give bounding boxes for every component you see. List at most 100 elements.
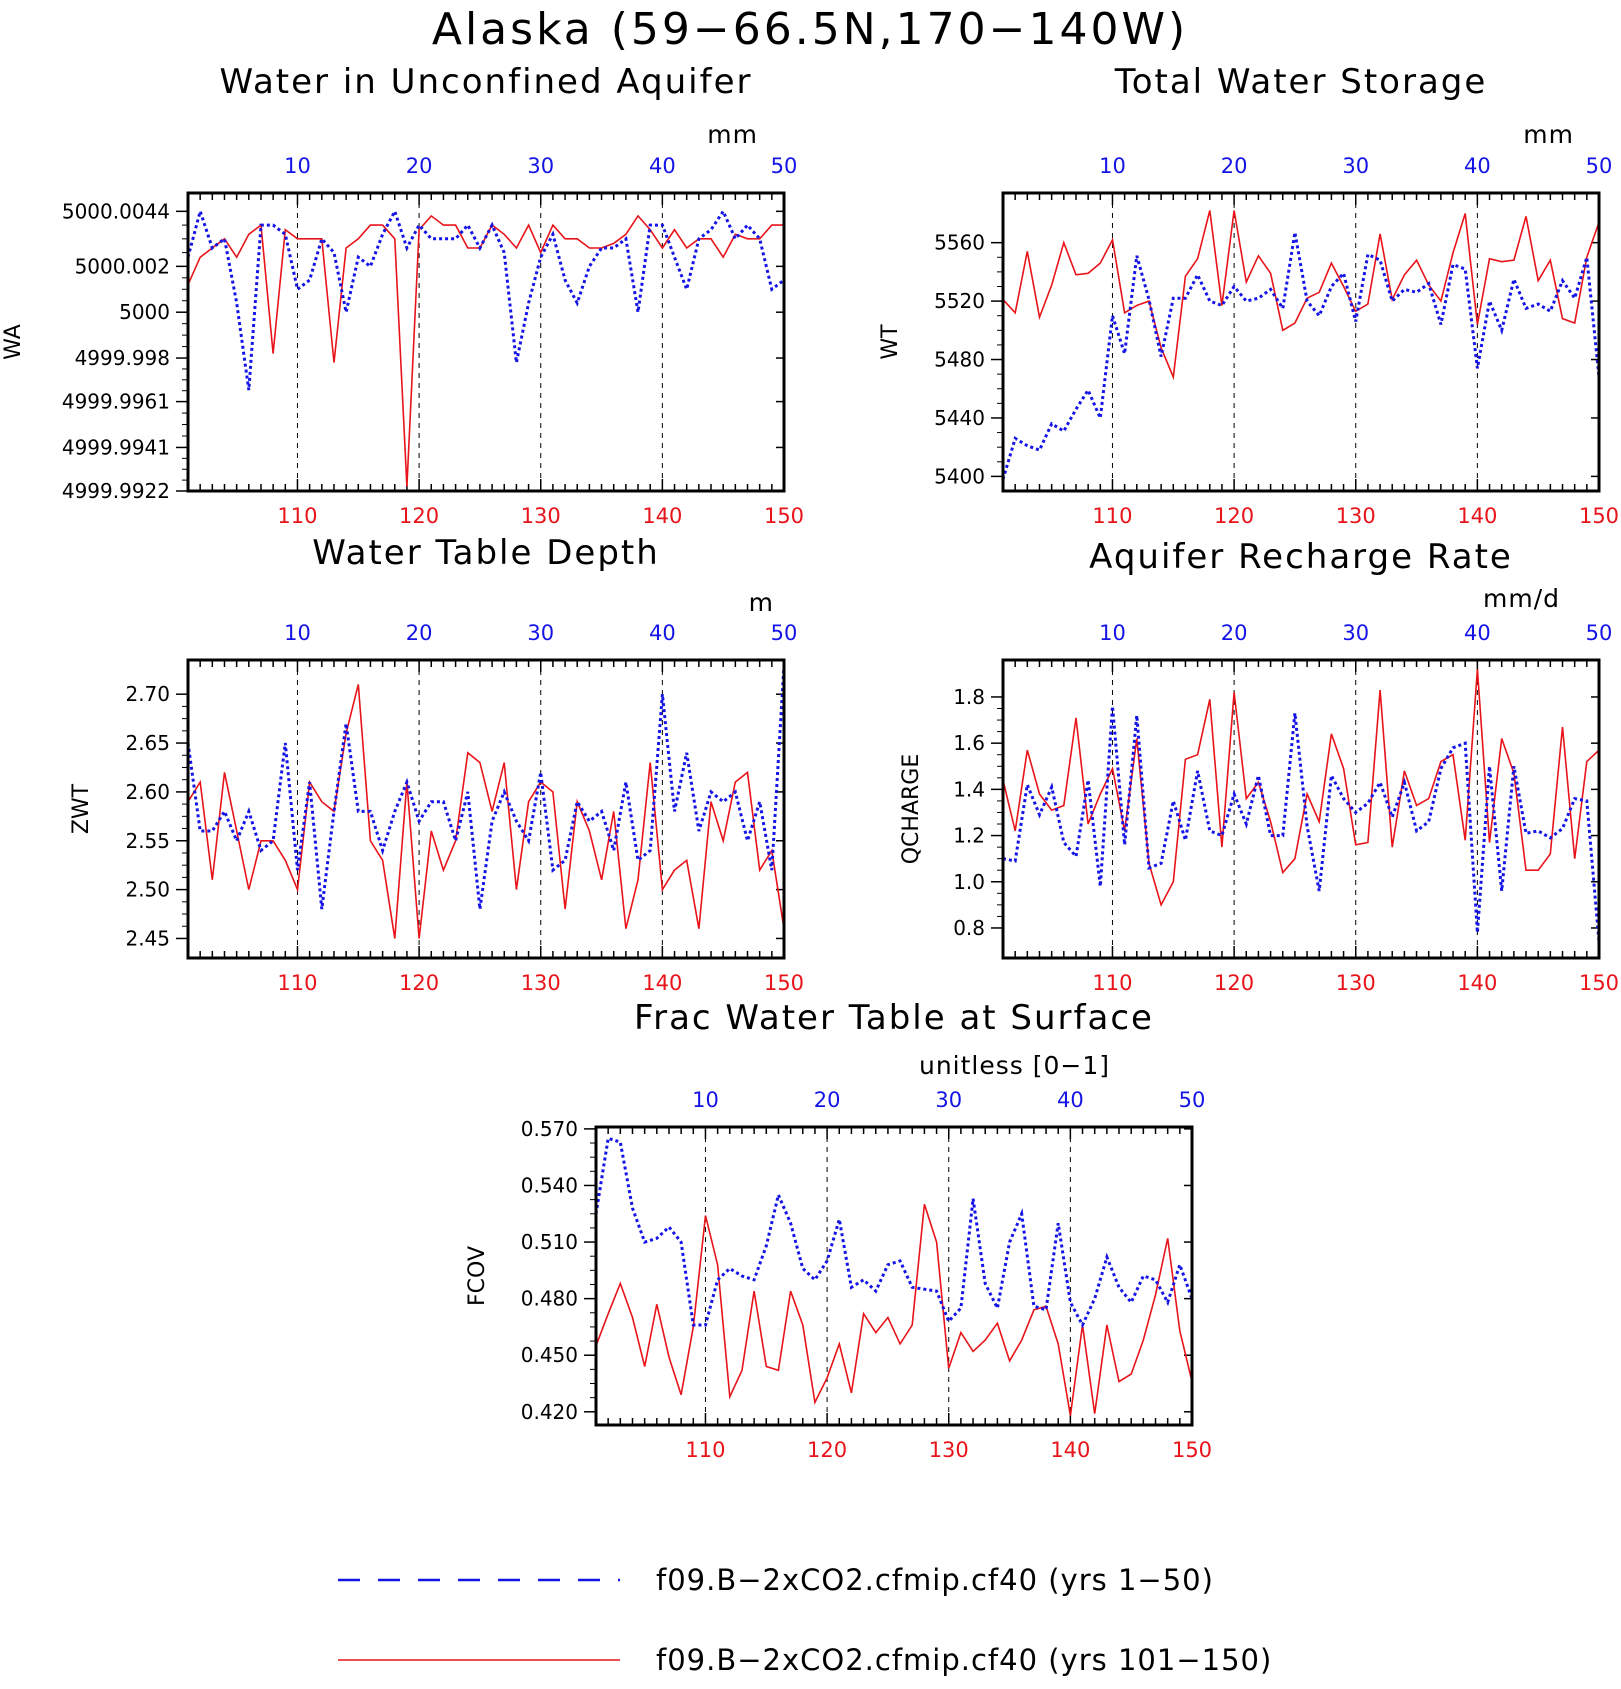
top-tick-label: 20 [1221, 621, 1248, 645]
y-tick-label: 4999.9941 [62, 435, 170, 459]
y-tick-label: 1.8 [953, 685, 985, 709]
top-tick-label: 20 [814, 1088, 841, 1112]
bottom-tick-label: 130 [929, 1438, 969, 1462]
bottom-tick-label: 150 [764, 971, 804, 995]
bottom-tick-label: 140 [642, 971, 682, 995]
panel-title: Water in Unconfined Aquifer [220, 62, 753, 102]
top-tick-label: 20 [1221, 154, 1248, 178]
bottom-tick-label: 110 [277, 504, 317, 528]
series-line-yrs-1-50 [188, 664, 784, 910]
panel-2: Total Water Storage mm WT 110 120 130 140 150 10… [878, 62, 1619, 528]
top-tick-label: 50 [1586, 621, 1613, 645]
bottom-tick-label: 130 [521, 504, 561, 528]
y-tick-label: 2.60 [125, 780, 170, 804]
legend-entry-1: f09.B−2xCO2.cfmip.cf40 (yrs 1−50) [338, 1563, 1214, 1597]
series-line-yrs-1-50 [1003, 706, 1599, 942]
top-tick-label: 10 [692, 1088, 719, 1112]
y-tick-label: 1.2 [953, 824, 985, 848]
y-axis-label: WT [878, 324, 903, 360]
series-line-yrs-101-150 [1003, 669, 1599, 908]
bottom-tick-label: 110 [277, 971, 317, 995]
top-tick-label: 30 [1342, 621, 1369, 645]
legend-label: f09.B−2xCO2.cfmip.cf40 (yrs 101−150) [656, 1643, 1272, 1677]
bottom-tick-label: 140 [1457, 971, 1497, 995]
top-tick-label: 30 [935, 1088, 962, 1112]
top-tick-label: 10 [284, 154, 311, 178]
bottom-tick-label: 110 [1092, 971, 1132, 995]
top-tick-label: 10 [1099, 621, 1126, 645]
top-tick-label: 40 [1464, 621, 1491, 645]
y-tick-label: 2.55 [125, 829, 170, 853]
y-tick-label: 2.45 [125, 926, 170, 950]
bottom-tick-label: 120 [807, 1438, 847, 1462]
top-tick-label: 10 [284, 621, 311, 645]
y-tick-label: 1.0 [953, 870, 985, 894]
plot-frame [1001, 191, 1601, 493]
y-tick-label: 0.480 [521, 1287, 578, 1311]
series-line-yrs-101-150 [596, 1204, 1192, 1416]
panel-title: Frac Water Table at Surface [634, 998, 1154, 1038]
y-tick-label: 0.450 [521, 1343, 578, 1367]
top-tick-label: 20 [406, 621, 433, 645]
panel-4: Aquifer Recharge Rate mm/d QCHARGE 110 120 13… [899, 537, 1619, 995]
y-tick-label: 5440 [934, 406, 985, 430]
bottom-tick-label: 140 [1050, 1438, 1090, 1462]
top-tick-label: 40 [649, 621, 676, 645]
y-axis-label: FCOV [465, 1246, 490, 1306]
units-label: unitless [0−1] [919, 1051, 1110, 1080]
bottom-tick-label: 110 [1092, 504, 1132, 528]
top-tick-label: 30 [527, 621, 554, 645]
y-tick-label: 0.8 [953, 916, 985, 940]
y-tick-label: 5480 [934, 348, 985, 372]
y-tick-label: 5560 [934, 231, 985, 255]
y-tick-label: 0.510 [521, 1230, 578, 1254]
plot-frame [594, 1125, 1194, 1427]
bottom-tick-label: 110 [685, 1438, 725, 1462]
y-tick-label: 1.4 [953, 777, 985, 801]
bottom-tick-label: 120 [1214, 504, 1254, 528]
bottom-tick-label: 130 [521, 971, 561, 995]
y-tick-label: 0.570 [521, 1117, 578, 1141]
top-tick-label: 30 [527, 154, 554, 178]
panel-title: Aquifer Recharge Rate [1089, 537, 1513, 577]
top-tick-label: 20 [406, 154, 433, 178]
plot-frame [186, 191, 786, 493]
y-axis-label: QCHARGE [899, 754, 924, 865]
series-line-yrs-1-50 [188, 206, 784, 391]
y-tick-label: 2.65 [125, 731, 170, 755]
panel-title: Total Water Storage [1114, 62, 1488, 102]
top-tick-label: 50 [1179, 1088, 1206, 1112]
plot-frame [186, 658, 786, 960]
panels: Water in Unconfined Aquifer mm WA 110 120 130… [1, 62, 1619, 1462]
y-tick-label: 4999.998 [75, 346, 170, 370]
y-tick-label: 5520 [934, 289, 985, 313]
panel-5: Frac Water Table at Surface unitless [0−1… [465, 998, 1212, 1462]
units-label: mm/d [1483, 584, 1560, 613]
bottom-tick-label: 130 [1336, 504, 1376, 528]
top-tick-label: 40 [1464, 154, 1491, 178]
top-tick-label: 40 [1057, 1088, 1084, 1112]
y-axis-label: ZWT [69, 783, 94, 834]
y-tick-label: 5400 [934, 464, 985, 488]
top-tick-label: 50 [771, 154, 798, 178]
y-tick-label: 4999.9961 [62, 390, 170, 414]
bottom-tick-label: 150 [1579, 504, 1619, 528]
units-label: m [749, 588, 774, 617]
top-tick-label: 50 [1586, 154, 1613, 178]
y-axis-label: WA [1, 324, 26, 360]
panel-1: Water in Unconfined Aquifer mm WA 110 120 130… [1, 62, 804, 528]
panel-3: Water Table Depth m ZWT 110 120 130 140 150 10 20… [69, 533, 804, 995]
top-tick-label: 10 [1099, 154, 1126, 178]
bottom-tick-label: 140 [1457, 504, 1497, 528]
bottom-tick-label: 150 [764, 504, 804, 528]
bottom-tick-label: 130 [1336, 971, 1376, 995]
y-tick-label: 4999.9922 [62, 479, 170, 503]
legend-label: f09.B−2xCO2.cfmip.cf40 (yrs 1−50) [656, 1563, 1214, 1597]
series-line-yrs-101-150 [188, 684, 784, 939]
bottom-tick-label: 120 [399, 504, 439, 528]
bottom-tick-label: 150 [1172, 1438, 1212, 1462]
units-label: mm [707, 120, 758, 149]
y-tick-label: 1.6 [953, 731, 985, 755]
y-tick-label: 2.70 [125, 682, 170, 706]
bottom-tick-label: 120 [1214, 971, 1254, 995]
